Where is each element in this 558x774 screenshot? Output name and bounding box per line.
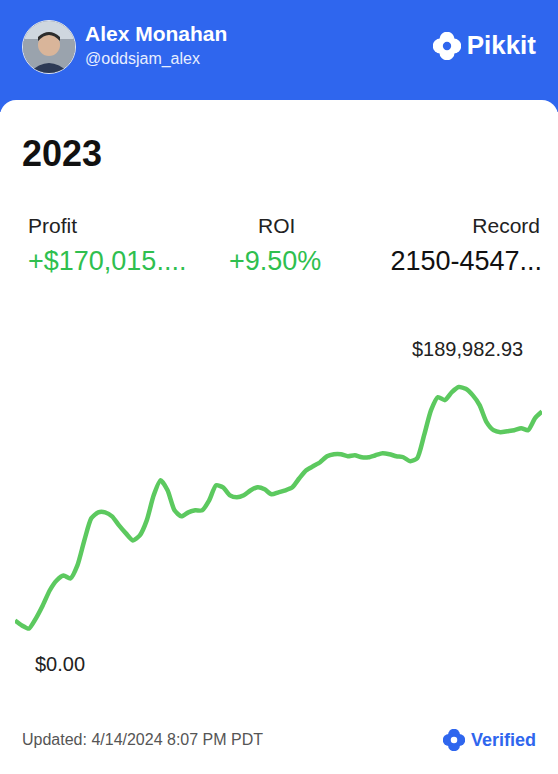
html-text:@oddsjam_alex: @oddsjam_alex — [85, 50, 200, 67]
html-text:Record: Record — [472, 214, 540, 237]
svg-text:$189,982.93: $189,982.93 — [412, 338, 523, 360]
html-text:Verified: Verified — [471, 729, 536, 750]
html-text:Profit: Profit — [28, 214, 77, 237]
html-text:2150-4547...: 2150-4547... — [390, 246, 542, 276]
html-text:+$170,015....: +$170,015.... — [28, 246, 187, 276]
html-text:+9.50%: +9.50% — [229, 246, 322, 276]
html-text:ROI: ROI — [258, 214, 296, 237]
html-text:Alex Monahan: Alex Monahan — [85, 22, 228, 45]
svg-text:$0.00: $0.00 — [35, 653, 85, 675]
html-text:Pikkit: Pikkit — [466, 30, 536, 60]
html-text:Updated: 4/14/2024 8:07 PM PDT: Updated: 4/14/2024 8:07 PM PDT — [22, 731, 263, 748]
html-text:2023: 2023 — [22, 133, 103, 174]
